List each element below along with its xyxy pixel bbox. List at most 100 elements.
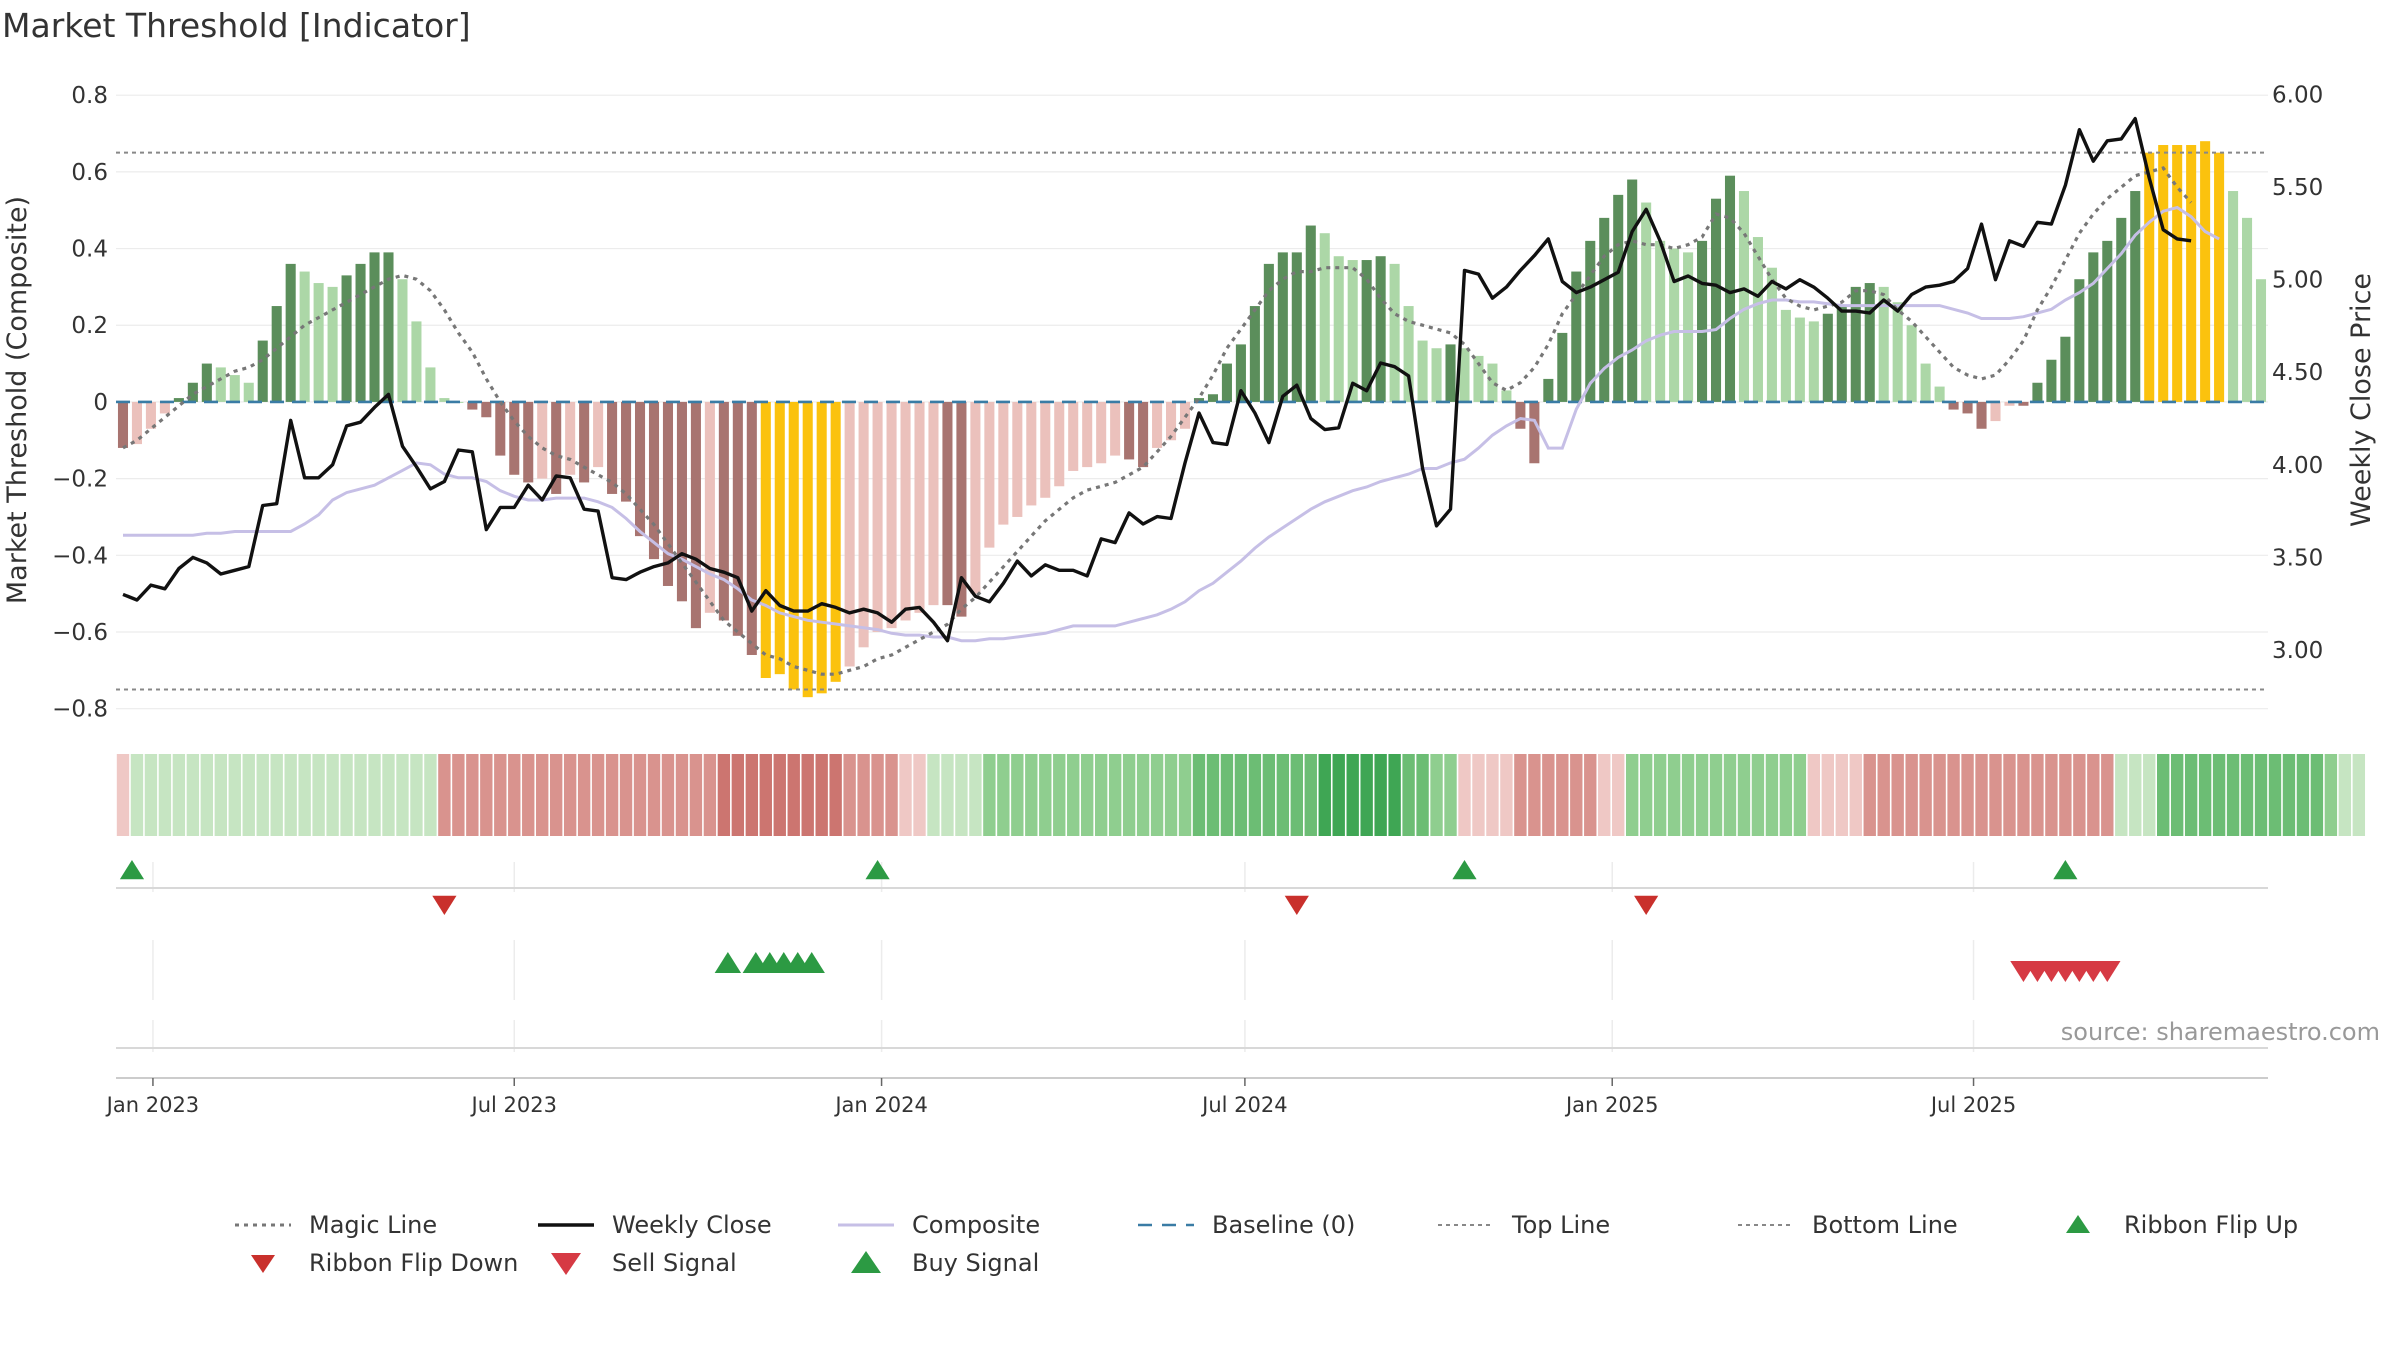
ribbon-cell [983,754,996,836]
ribbon-cell [200,754,214,836]
ribbon-cell [2212,754,2226,836]
composite-bar [341,275,352,402]
composite-bar [327,286,338,402]
ribbon-cell [1053,754,1066,836]
ribbon-cell [2170,754,2184,836]
composite-bar [760,401,771,678]
ribbon-cell [116,754,130,836]
ribbon-cell [1737,754,1751,836]
ribbon-cell [2073,754,2086,836]
ribbon-cell [1094,754,1108,836]
ribbon-cell [997,754,1010,836]
composite-bar [928,401,939,606]
ribbon-cell [1081,754,1094,836]
ribbon-cell [326,754,339,836]
composite-bar [1878,286,1889,402]
composite-bar [1473,355,1484,402]
composite-bar [537,401,548,479]
ribbon-cell [689,754,703,836]
ribbon-cell [2003,754,2016,836]
composite-bar [1431,348,1442,402]
y2-tick-label: 5.50 [2272,175,2323,201]
ribbon-cell [2143,754,2156,836]
composite-bar [970,401,981,594]
ribbon-cell [1192,754,1206,836]
ribbon-cell [2184,754,2198,836]
composite-bar [159,401,170,414]
ribbon-cell [1625,754,1639,836]
composite-bar [1487,363,1498,402]
composite-bar [551,401,562,494]
composite-bar [1166,401,1177,441]
ribbon-cell [563,754,577,836]
composite-bar [1096,401,1107,464]
composite-bar [830,401,841,682]
composite-bar [774,401,785,675]
ribbon-cell [871,754,884,836]
composite-bar [1613,194,1624,402]
composite-bar [1207,394,1218,402]
source-note: source: sharemaestro.com [2061,1018,2380,1046]
ribbon-cell [1528,754,1541,836]
composite-bar [2060,336,2071,402]
ribbon-cell [2296,754,2310,836]
composite-bar [1375,256,1386,402]
composite-bar [1445,344,1456,402]
ribbon-cell [158,754,172,836]
composite-bar [2228,191,2239,402]
composite-bar [858,401,869,648]
ribbon-cell [927,754,940,836]
composite-bar [1361,260,1372,402]
buy-signal-marker [798,952,825,973]
signal-panels: Jan 2023 Jul 2023 Jan 2024 Jul 2024 Jan 2025… [105,860,2268,1117]
y-tick-label: 0.2 [71,313,108,339]
composite-bar [1822,313,1833,402]
ribbon-cell [396,754,409,836]
ribbon-cell [1500,754,1513,836]
composite-bar [215,367,226,402]
ribbon-cell [969,754,982,836]
ribbon-cell [2101,754,2114,836]
composite-bar [2102,240,2113,402]
composite-bar [900,401,911,621]
composite-bar [425,367,436,402]
ribbon-cell [1318,754,1331,836]
composite-bar [187,382,198,402]
ribbon-cell [2017,754,2030,836]
ribbon-cell [2338,754,2352,836]
composite-bar [2046,359,2057,402]
composite-bar [942,401,953,606]
composite-bar [509,401,520,475]
ribbon-cell [410,754,423,836]
y2-tick-label: 4.50 [2272,360,2323,386]
ribbon-cell [1905,754,1918,836]
y2-tick-label: 3.00 [2272,638,2323,664]
composite-bar [1892,302,1903,402]
ribbon-cell [647,754,661,836]
ribbon-cell [661,754,675,836]
legend-item: Top Line [1438,1211,1610,1239]
ribbon-cell [1947,754,1960,836]
composite-bar [1948,401,1959,410]
composite-bar [1920,363,1931,402]
legend-label: Top Line [1511,1211,1610,1239]
composite-bar [1263,263,1274,402]
composite-bar [1571,271,1582,402]
composite-bar [145,401,156,429]
composite-bar [1082,401,1093,468]
composite-bar [816,401,827,694]
legend-label: Ribbon Flip Down [309,1249,518,1277]
composite-bar [2116,217,2127,402]
ribbon-cell [731,754,745,836]
composite-bar [593,401,604,468]
ribbon-cell [1374,754,1387,836]
ribbon-cell [242,754,255,836]
composite-bar [1599,217,1610,402]
composite-bar [1193,398,1205,402]
ribbon-cell [815,754,828,836]
ribbon-cell [605,754,619,836]
ribbon-cell [228,754,241,836]
weekly-close-line [122,116,2192,643]
ribbon-cell [1779,754,1793,836]
composite-bar [1068,401,1079,471]
